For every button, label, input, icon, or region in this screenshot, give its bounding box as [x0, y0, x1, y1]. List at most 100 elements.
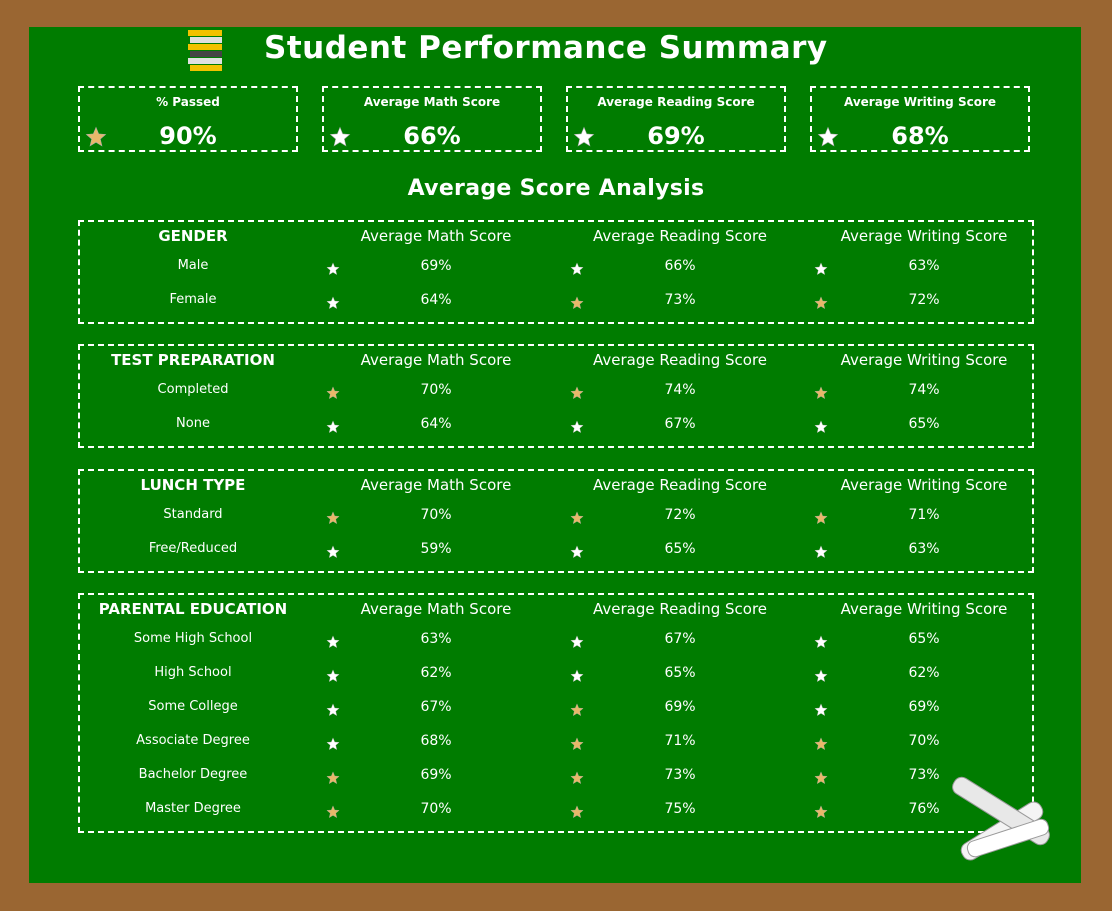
analysis-title: Average Score Analysis: [407, 176, 705, 201]
score-value: 73%: [664, 767, 696, 783]
kpi-label: Average Writing Score: [843, 95, 996, 109]
star-icon: [573, 126, 595, 148]
score-value: 59%: [420, 541, 452, 557]
analysis-panel: PARENTAL EDUCATION Average Math Score Aver…: [78, 593, 1034, 833]
star-icon: [570, 770, 584, 785]
score-value: 73%: [664, 292, 696, 308]
kpi-value: 68%: [891, 122, 949, 150]
star-icon: [814, 804, 828, 819]
score-value: 70%: [420, 382, 452, 398]
star-icon: [326, 544, 340, 559]
kpi-value: 66%: [403, 122, 461, 150]
score-value: 62%: [420, 665, 452, 681]
star-icon: [814, 770, 828, 785]
column-header: Average Reading Score: [592, 351, 768, 369]
star-icon: [570, 510, 584, 525]
star-icon: [570, 385, 584, 400]
books-icon: [188, 30, 222, 71]
score-value: 69%: [908, 699, 940, 715]
page-title: Student Performance Summary: [264, 30, 828, 66]
star-icon: [570, 634, 584, 649]
score-value: 67%: [420, 699, 452, 715]
star-icon: [326, 668, 340, 683]
score-value: 67%: [664, 631, 696, 647]
table-row: Completed 70% 74% 74%: [80, 382, 1032, 416]
row-label: Standard: [163, 507, 223, 522]
table-row: Master Degree 70% 75% 76%: [80, 801, 1032, 835]
kpi-card: Average Writing Score 68%: [810, 86, 1030, 152]
row-label: Completed: [157, 382, 229, 397]
column-header: Average Writing Score: [840, 227, 1008, 245]
row-label: Female: [169, 292, 217, 307]
star-icon: [570, 702, 584, 717]
star-icon: [326, 419, 340, 434]
score-value: 72%: [908, 292, 940, 308]
row-label: Bachelor Degree: [138, 767, 248, 782]
column-header: Average Reading Score: [592, 227, 768, 245]
score-value: 63%: [908, 541, 940, 557]
star-icon: [817, 126, 839, 148]
score-value: 65%: [908, 631, 940, 647]
star-icon: [85, 126, 107, 148]
score-value: 72%: [664, 507, 696, 523]
kpi-value: 69%: [647, 122, 705, 150]
star-icon: [814, 419, 828, 434]
star-icon: [326, 261, 340, 276]
score-value: 69%: [420, 767, 452, 783]
score-value: 68%: [420, 733, 452, 749]
score-value: 63%: [908, 258, 940, 274]
row-label: High School: [154, 665, 232, 680]
column-header: Average Writing Score: [840, 351, 1008, 369]
column-header: Average Math Score: [360, 351, 512, 369]
star-icon: [814, 385, 828, 400]
score-value: 73%: [908, 767, 940, 783]
row-label: Master Degree: [145, 801, 241, 816]
score-value: 74%: [908, 382, 940, 398]
score-value: 76%: [908, 801, 940, 817]
column-header: Average Writing Score: [840, 600, 1008, 618]
score-value: 75%: [664, 801, 696, 817]
score-value: 71%: [664, 733, 696, 749]
score-value: 62%: [908, 665, 940, 681]
kpi-card: Average Math Score 66%: [322, 86, 542, 152]
column-header: Average Math Score: [360, 227, 512, 245]
table-row: Associate Degree 68% 71% 70%: [80, 733, 1032, 767]
kpi-card: % Passed 90%: [78, 86, 298, 152]
category-title: PARENTAL EDUCATION: [98, 600, 288, 618]
star-icon: [814, 544, 828, 559]
kpi-label: Average Math Score: [363, 95, 501, 109]
star-icon: [570, 295, 584, 310]
star-icon: [326, 385, 340, 400]
score-value: 69%: [664, 699, 696, 715]
analysis-panel: TEST PREPARATION Average Math Score Averag…: [78, 344, 1034, 448]
row-label: None: [176, 416, 210, 431]
table-row: Some College 67% 69% 69%: [80, 699, 1032, 733]
score-value: 65%: [664, 665, 696, 681]
star-icon: [329, 126, 351, 148]
star-icon: [814, 702, 828, 717]
star-icon: [326, 634, 340, 649]
table-row: Standard 70% 72% 71%: [80, 507, 1032, 541]
star-icon: [814, 668, 828, 683]
score-value: 71%: [908, 507, 940, 523]
kpi-label: Average Reading Score: [597, 95, 755, 109]
score-value: 64%: [420, 292, 452, 308]
score-value: 74%: [664, 382, 696, 398]
table-row: Male 69% 66% 63%: [80, 258, 1032, 292]
score-value: 67%: [664, 416, 696, 432]
kpi-card: Average Reading Score 69%: [566, 86, 786, 152]
score-value: 63%: [420, 631, 452, 647]
score-value: 70%: [420, 801, 452, 817]
analysis-panel: GENDER Average Math Score Average Reading …: [78, 220, 1034, 324]
star-icon: [326, 510, 340, 525]
column-header: Average Math Score: [360, 476, 512, 494]
row-label: Free/Reduced: [148, 541, 238, 556]
score-value: 65%: [908, 416, 940, 432]
star-icon: [326, 736, 340, 751]
star-icon: [570, 804, 584, 819]
star-icon: [814, 634, 828, 649]
row-label: Associate Degree: [136, 733, 250, 748]
star-icon: [570, 544, 584, 559]
row-label: Male: [177, 258, 209, 273]
star-icon: [814, 510, 828, 525]
